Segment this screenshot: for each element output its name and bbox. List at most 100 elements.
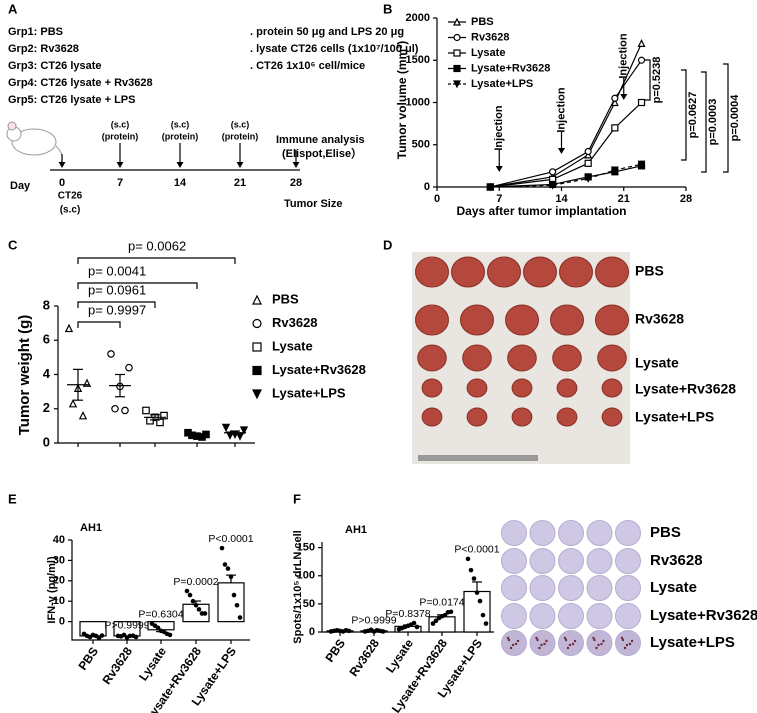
spot [536,638,539,642]
tumor [552,344,582,372]
point [196,607,202,612]
spot [543,642,546,646]
elispot-well [501,575,527,601]
marker [142,406,150,415]
marker [584,147,592,156]
spot [600,642,603,646]
elispot-well [615,575,641,601]
y-tick-label: 30 [53,554,65,566]
arrow-head [176,162,184,168]
point [346,628,352,634]
legend-marker [453,17,461,26]
panel-label: C [8,237,18,252]
legend-marker [252,365,262,376]
photo-label: Lysate [635,355,679,371]
legend-marker [453,64,461,73]
spot [623,646,627,650]
tumor [415,256,449,288]
y-tick-label: 0 [309,626,315,638]
elispot-well [501,548,527,574]
axes [71,540,250,641]
legend-marker [252,342,262,352]
day-number: 7 [117,177,123,189]
legend-marker [453,49,461,57]
tumor [460,304,494,336]
chart-title: AH1 [80,522,102,534]
tumor [507,344,537,372]
elispot-well [529,630,556,656]
spot [506,636,510,640]
group-label: Grp4: CT26 lysate + Rv3628 [8,77,153,89]
arrow-head [620,94,628,100]
tumor [421,378,443,398]
point [121,632,127,638]
y-axis-title: Tumor volume (mm³) [395,41,409,159]
injection-label: Injection [618,33,630,79]
elispot-well [586,548,613,574]
point [228,574,234,580]
spot [540,643,543,647]
point [190,598,196,604]
group-label: Grp3: CT26 lysate [8,60,102,72]
tumor [595,304,629,336]
elispot-well [558,575,584,601]
marker [107,350,115,358]
x-axis-title: Days after tumor implantation [456,204,626,218]
point [155,625,161,631]
legend-label: Lysate+Rv3628 [471,62,550,74]
y-tick-label: 150 [297,542,315,554]
elispot-well [586,630,613,656]
plate-label: Rv3628 [650,552,703,569]
y-tick-label: 6 [43,332,50,347]
plate-label: Lysate+Rv3628 [650,607,757,624]
tumor [601,378,623,398]
plate-label: Lysate [650,579,697,596]
y-tick-label: 20 [53,575,65,587]
legend-label: Lysate+Rv3628 [272,362,366,377]
endpoint-note: Tumor Size [284,198,342,210]
ruler [418,455,538,461]
tumor [556,407,578,427]
elispot-well [558,603,584,629]
spot [568,643,572,647]
elispot-well [558,630,584,656]
spot [507,638,511,642]
legend-label: Lysate+LPS [272,385,346,400]
tumor [451,256,485,288]
p-value: P=0.6304 [138,608,183,620]
point [222,562,228,567]
spot [564,638,568,642]
protocol-note: . lysate CT26 cells (1x10⁷/100 μl) [250,43,419,55]
p-value: p=0.0627 [687,92,699,139]
point [237,615,243,620]
point [219,545,225,551]
p-value: p=0.0004 [729,94,741,142]
panel-label: D [383,237,392,252]
elispot-well [586,520,613,546]
point [430,621,436,626]
arrow-head [495,166,503,172]
p-value: P=0.0174 [419,597,464,609]
spot [538,646,541,650]
marker [221,423,231,433]
legend-label: Lysate+LPS [471,78,533,90]
elispot-well [529,575,556,601]
point [99,633,105,638]
spot [573,639,577,643]
x-tick-label: 21 [618,193,630,205]
spot [571,642,575,646]
y-tick-label: 0 [424,181,430,193]
spot [566,646,570,650]
point [465,556,471,562]
spot [628,642,632,646]
panel-label: E [8,491,17,506]
tumor [415,304,449,336]
marker [225,431,235,440]
marker [121,406,129,415]
tumor [595,256,629,288]
elispot-well [586,575,613,601]
x-tick-label: Rv3628 [99,644,135,687]
legend-marker [252,389,262,400]
spot [511,643,515,647]
